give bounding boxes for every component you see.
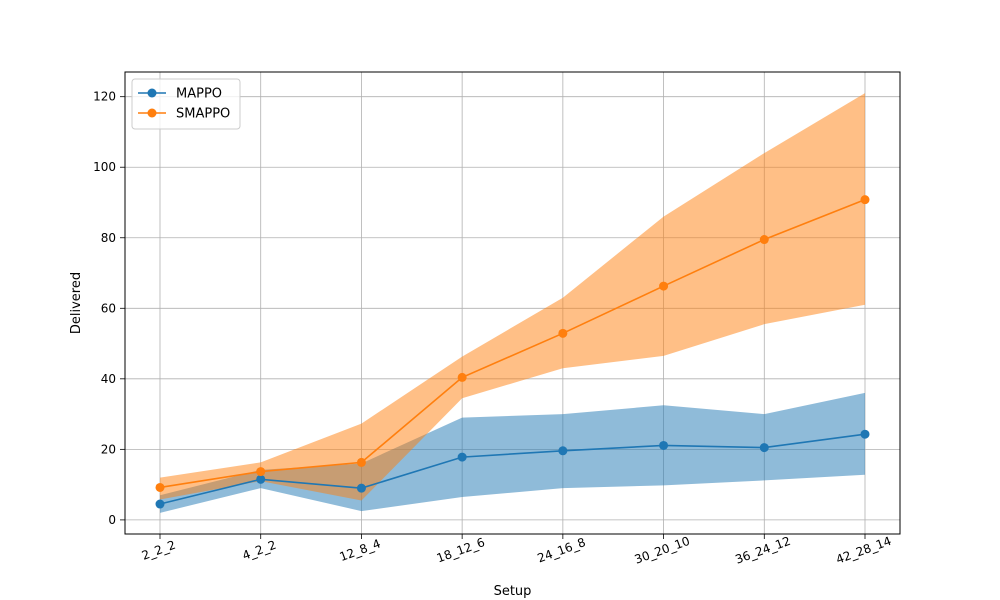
y-tick-label: 60 bbox=[101, 301, 116, 315]
y-axis-ticks: 0 20 40 60 80 100 120 bbox=[93, 90, 125, 527]
series-line-mappo bbox=[159, 433, 866, 505]
legend-marker bbox=[147, 88, 157, 98]
band-mappo bbox=[160, 392, 865, 513]
y-tick-label: 20 bbox=[101, 442, 116, 456]
data-point-mappo bbox=[457, 452, 467, 462]
data-point-mappo bbox=[256, 474, 266, 484]
data-point-smappo bbox=[155, 482, 165, 492]
x-tick-label: 42_28_14 bbox=[834, 534, 893, 567]
data-point-mappo bbox=[659, 440, 669, 450]
y-axis-label: Delivered bbox=[69, 272, 84, 334]
x-tick-label: 4_2_2 bbox=[241, 538, 279, 563]
data-point-smappo bbox=[558, 328, 568, 338]
x-tick-label: 12_8_4 bbox=[338, 536, 383, 564]
x-tick-label: 30_20_10 bbox=[633, 534, 692, 567]
y-tick-label: 80 bbox=[101, 231, 116, 245]
band-smappo bbox=[160, 93, 865, 501]
x-axis-ticks: 2_2_2 4_2_2 12_8_4 18_12_6 24_16_8 30_20_10 36… bbox=[140, 534, 893, 567]
data-point-smappo bbox=[659, 281, 669, 291]
y-tick-label: 100 bbox=[93, 160, 116, 174]
data-point-smappo bbox=[356, 457, 366, 467]
data-point-smappo bbox=[457, 372, 467, 382]
x-tick-label: 24_16_8 bbox=[536, 535, 588, 565]
data-point-smappo bbox=[759, 235, 769, 245]
y-tick-label: 40 bbox=[101, 372, 116, 386]
legend-box bbox=[131, 78, 241, 130]
data-point-smappo bbox=[256, 467, 266, 477]
x-tick-label: 18_12_6 bbox=[435, 535, 487, 565]
plot-frame bbox=[124, 71, 901, 535]
series-line-smappo bbox=[159, 198, 866, 489]
data-point-mappo bbox=[860, 429, 870, 439]
legend-marker bbox=[147, 108, 157, 118]
data-point-mappo bbox=[356, 483, 366, 493]
x-axis-label: Setup bbox=[494, 584, 532, 599]
data-point-mappo bbox=[558, 446, 568, 456]
series-lines bbox=[155, 195, 870, 509]
data-point-smappo bbox=[860, 195, 870, 205]
y-tick-label: 0 bbox=[108, 513, 116, 527]
x-tick-label: 2_2_2 bbox=[140, 538, 178, 563]
data-point-mappo bbox=[155, 499, 165, 509]
legend-label: MAPPO bbox=[176, 87, 222, 102]
data-point-mappo bbox=[759, 443, 769, 453]
legend: MAPPO SMAPPO bbox=[131, 78, 241, 130]
confidence-bands bbox=[160, 93, 865, 513]
y-tick-label: 120 bbox=[93, 90, 116, 104]
legend-label: SMAPPO bbox=[176, 107, 230, 122]
x-tick-label: 36_24_12 bbox=[733, 534, 792, 567]
